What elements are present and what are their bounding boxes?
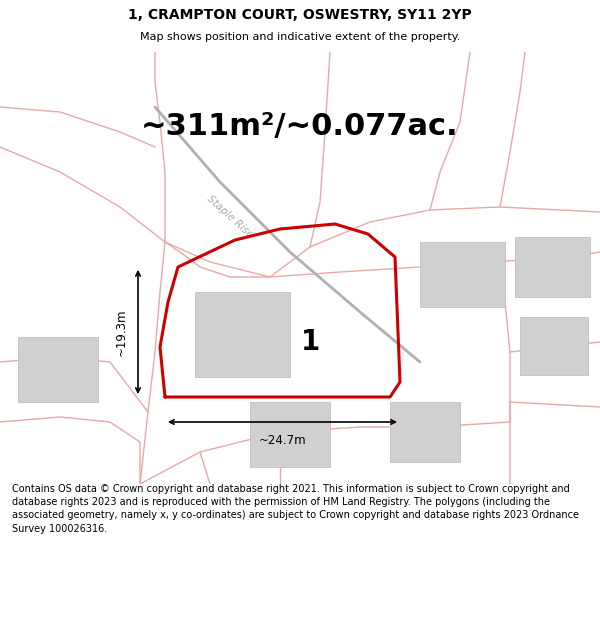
Bar bbox=[390, 402, 460, 462]
Bar bbox=[18, 337, 98, 402]
Text: 1: 1 bbox=[301, 328, 320, 356]
Bar bbox=[420, 242, 505, 307]
Bar bbox=[250, 402, 330, 467]
Text: ~311m²/~0.077ac.: ~311m²/~0.077ac. bbox=[141, 112, 459, 141]
Text: 1, CRAMPTON COURT, OSWESTRY, SY11 2YP: 1, CRAMPTON COURT, OSWESTRY, SY11 2YP bbox=[128, 8, 472, 22]
Text: ~24.7m: ~24.7m bbox=[259, 434, 307, 447]
Bar bbox=[195, 292, 290, 377]
Bar bbox=[520, 317, 588, 375]
Text: Map shows position and indicative extent of the property.: Map shows position and indicative extent… bbox=[140, 32, 460, 43]
Bar bbox=[515, 237, 590, 297]
Text: Contains OS data © Crown copyright and database right 2021. This information is : Contains OS data © Crown copyright and d… bbox=[12, 484, 579, 534]
Text: Staple Rise: Staple Rise bbox=[205, 194, 255, 240]
Text: ~19.3m: ~19.3m bbox=[115, 308, 128, 356]
